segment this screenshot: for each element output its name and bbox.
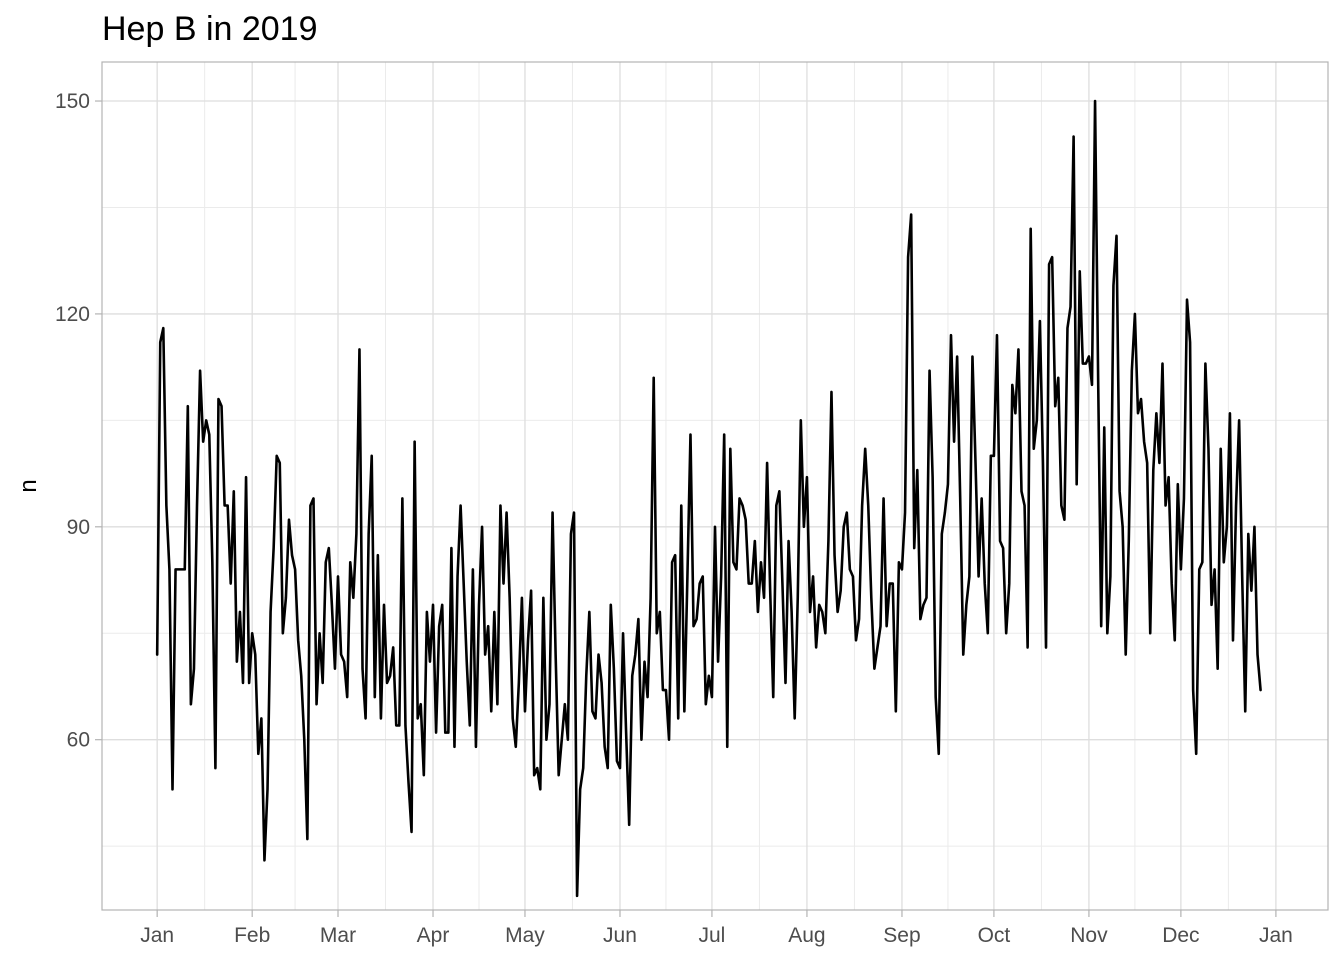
x-tick-label: Jun: [603, 924, 637, 947]
chart-title: Hep B in 2019: [102, 10, 318, 48]
plot-panel-border: [101, 61, 1329, 911]
x-tick-label: Mar: [320, 924, 356, 947]
y-tick-label: 150: [55, 90, 90, 113]
y-tick-label: 90: [67, 516, 90, 539]
minor-gridlines: [102, 62, 1328, 910]
y-tick-label: 120: [55, 303, 90, 326]
x-tick-label: Jan: [140, 924, 174, 947]
y-tick-label: 60: [67, 729, 90, 752]
x-tick-label: Apr: [417, 924, 450, 947]
x-tick-label: Nov: [1070, 924, 1108, 947]
x-tick-label: May: [505, 924, 545, 947]
major-gridlines: [102, 62, 1328, 910]
x-tick-label: Feb: [234, 924, 270, 947]
x-tick-label: Jan: [1259, 924, 1293, 947]
x-tick-label: Aug: [788, 924, 825, 947]
x-tick-label: Oct: [978, 924, 1011, 947]
x-axis: Jan Feb Mar Apr May Jun Jul Aug Sep Oct Nov Dec Jan: [140, 910, 1293, 947]
x-tick-label: Sep: [883, 924, 920, 947]
y-axis-title: n: [15, 479, 42, 492]
x-tick-label: Dec: [1162, 924, 1199, 947]
series-layer: [155, 99, 1262, 898]
x-tick-label: Jul: [699, 924, 726, 947]
y-axis: 60 90 120 150: [55, 90, 102, 752]
series-line: [155, 99, 1262, 898]
